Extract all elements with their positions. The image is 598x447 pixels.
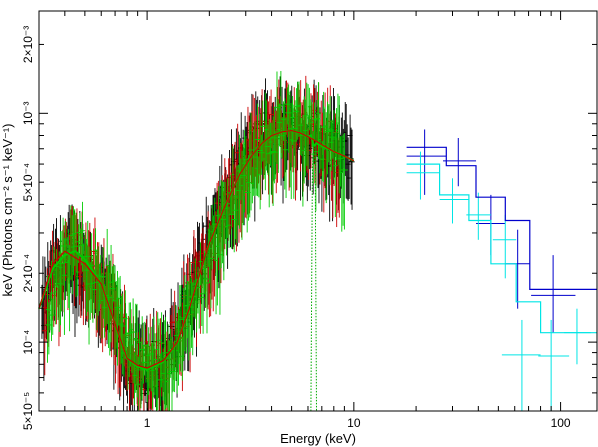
series-2 [45,70,348,411]
y-tick-label: 5×10⁻⁵ [21,392,35,430]
y-tick-label: 2×10⁻³ [21,26,35,63]
model-curve-3 [406,163,597,334]
model-curve-4 [310,145,317,412]
y-tick-label: 10⁻⁴ [21,330,35,355]
x-tick-label: 1 [144,416,151,430]
x-axis-label: Energy (keV) [280,431,356,446]
x-tick-label: 10 [347,416,361,430]
model-curve-1 [38,129,355,369]
model-layer [38,129,597,412]
y-axis-label: keV (Photons cm⁻² s⁻¹ keV⁻¹) [0,123,15,296]
x-tick-label: 100 [551,416,571,430]
y-tick-label: 10⁻³ [21,101,35,125]
y-tick-label: 5×10⁻⁴ [21,163,35,202]
model-curve-2 [406,146,597,290]
y-tick-label: 2×10⁻⁴ [21,254,35,293]
plot-frame [38,10,598,412]
axis-layer: 1 10 100 5×10⁻⁵ 10⁻⁴ 2×10⁻⁴ 5×10⁻⁴ 10⁻³ 2×10⁻³ [21,11,597,430]
